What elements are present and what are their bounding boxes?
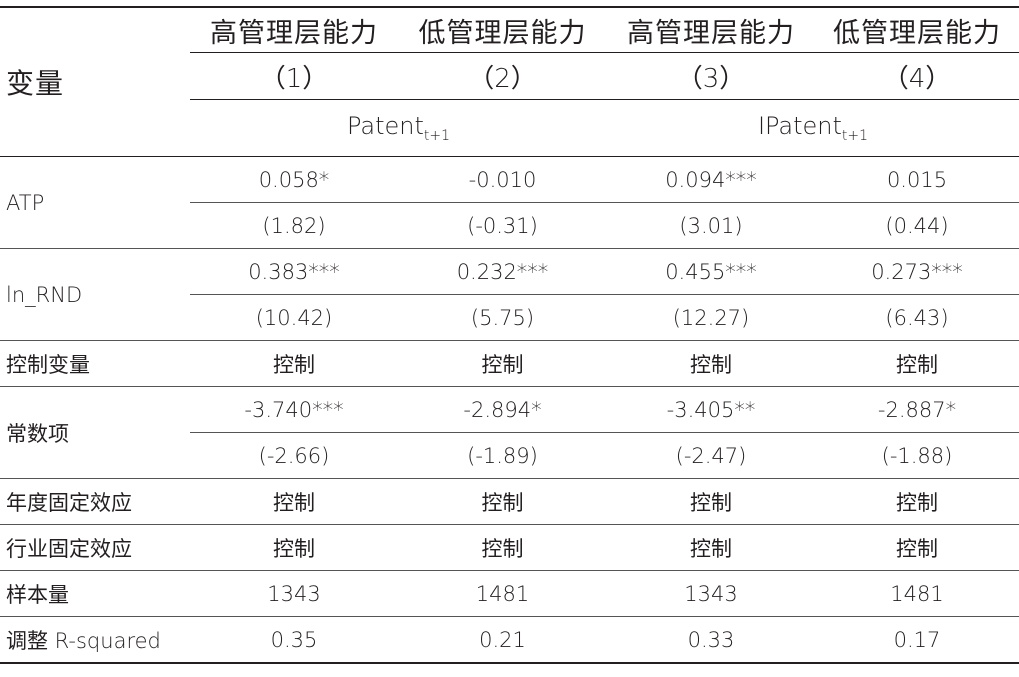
t-statistic: (-1.88) — [815, 432, 1019, 479]
cell-value: 控制 — [607, 478, 815, 525]
table-row: 行业固定效应 控制 控制 控制 控制 — [0, 524, 1019, 571]
dependent-subscript: t+1 — [423, 127, 451, 144]
cell-value: 控制 — [190, 524, 398, 571]
cell-value: 控制 — [815, 478, 1019, 525]
cell-value: 1343 — [190, 570, 398, 617]
t-statistic: (3.01) — [607, 202, 815, 249]
t-statistic: (0.44) — [815, 202, 1019, 249]
t-statistic: (12.27) — [607, 294, 815, 341]
dependent-name: Patent — [346, 112, 424, 141]
cell-value: 1343 — [607, 570, 815, 617]
row-label: 年度固定效应 — [0, 478, 190, 525]
cell-value: 1481 — [398, 570, 607, 617]
table-row: 常数项 -3.740*** -2.894* -3.405** -2.887* — [0, 386, 1019, 479]
t-statistic: (-2.47) — [607, 432, 815, 479]
coefficient: 0.058* — [190, 156, 398, 203]
cell-value: 控制 — [190, 340, 398, 387]
table-row: 调整 R-squared 0.35 0.21 0.33 0.17 — [0, 616, 1019, 664]
cell-value: 0.33 — [607, 616, 815, 664]
dependent-name: IPatent — [757, 112, 842, 141]
group-label: 高管理层能力 — [607, 7, 815, 53]
row-label: ln_RND — [0, 248, 190, 341]
column-number: （2） — [398, 52, 607, 100]
cell-value: 控制 — [815, 524, 1019, 571]
dependent-variable: IPatentt+1 — [607, 99, 1019, 157]
table-row: Patentt+1 IPatentt+1 — [0, 99, 1019, 157]
group-label: 低管理层能力 — [398, 7, 607, 53]
column-number: （4） — [815, 52, 1019, 100]
group-label: 高管理层能力 — [190, 7, 398, 53]
coefficient: -3.740*** — [190, 386, 398, 433]
table-row: （1） （2） （3） （4） — [0, 52, 1019, 100]
t-statistic: (6.43) — [815, 294, 1019, 341]
coefficient: -2.894* — [398, 386, 607, 433]
coefficient: 0.383*** — [190, 248, 398, 295]
dependent-variable: Patentt+1 — [190, 99, 607, 157]
group-label: 低管理层能力 — [815, 7, 1019, 53]
row-label: 样本量 — [0, 570, 190, 617]
table-row: 样本量 1343 1481 1343 1481 — [0, 570, 1019, 617]
table-row: ATP 0.058* -0.010 0.094*** 0.015 — [0, 156, 1019, 249]
column-number: （1） — [190, 52, 398, 100]
cell-value: 控制 — [607, 340, 815, 387]
t-statistic: (10.42) — [190, 294, 398, 341]
cell-value: 控制 — [815, 340, 1019, 387]
cell-value: 控制 — [398, 478, 607, 525]
cell-value: 控制 — [398, 524, 607, 571]
coefficient: 0.094*** — [607, 156, 815, 203]
cell-value: 0.21 — [398, 616, 607, 664]
t-statistic: (-2.66) — [190, 432, 398, 479]
cell-value: 0.35 — [190, 616, 398, 664]
coefficient: -2.887* — [815, 386, 1019, 433]
dependent-subscript: t+1 — [841, 127, 869, 144]
table-row: 年度固定效应 控制 控制 控制 控制 — [0, 478, 1019, 525]
coefficient: -3.405** — [607, 386, 815, 433]
cell-value: 0.17 — [815, 616, 1019, 664]
table-row: (10.42) (5.75) (12.27) (6.43) — [0, 294, 1019, 341]
cell-value: 控制 — [398, 340, 607, 387]
coefficient: 0.455*** — [607, 248, 815, 295]
cell-value: 1481 — [815, 570, 1019, 617]
table-row: (1.82) (-0.31) (3.01) (0.44) — [0, 202, 1019, 249]
regression-table: 变量 高管理层能力 低管理层能力 高管理层能力 低管理层能力 （1） （2） （3） （4） Pa… — [0, 6, 1019, 664]
row-label: 行业固定效应 — [0, 524, 190, 571]
t-statistic: (-0.31) — [398, 202, 607, 249]
row-label: 常数项 — [0, 386, 190, 479]
row-header: 变量 — [0, 7, 190, 157]
table-row: ln_RND 0.383*** 0.232*** 0.455*** 0.273*** — [0, 248, 1019, 341]
table-row: 变量 高管理层能力 低管理层能力 高管理层能力 低管理层能力 — [0, 7, 1019, 157]
row-label: ATP — [0, 156, 190, 249]
t-statistic: (1.82) — [190, 202, 398, 249]
cell-value: 控制 — [607, 524, 815, 571]
table-row: (-2.66) (-1.89) (-2.47) (-1.88) — [0, 432, 1019, 479]
t-statistic: (-1.89) — [398, 432, 607, 479]
row-label: 调整 R-squared — [0, 616, 190, 664]
coefficient: -0.010 — [398, 156, 607, 203]
coefficient: 0.232*** — [398, 248, 607, 295]
t-statistic: (5.75) — [398, 294, 607, 341]
coefficient: 0.015 — [815, 156, 1019, 203]
cell-value: 控制 — [190, 478, 398, 525]
row-label: 控制变量 — [0, 340, 190, 387]
table-row: 控制变量 控制 控制 控制 控制 — [0, 340, 1019, 387]
column-number: （3） — [607, 52, 815, 100]
coefficient: 0.273*** — [815, 248, 1019, 295]
